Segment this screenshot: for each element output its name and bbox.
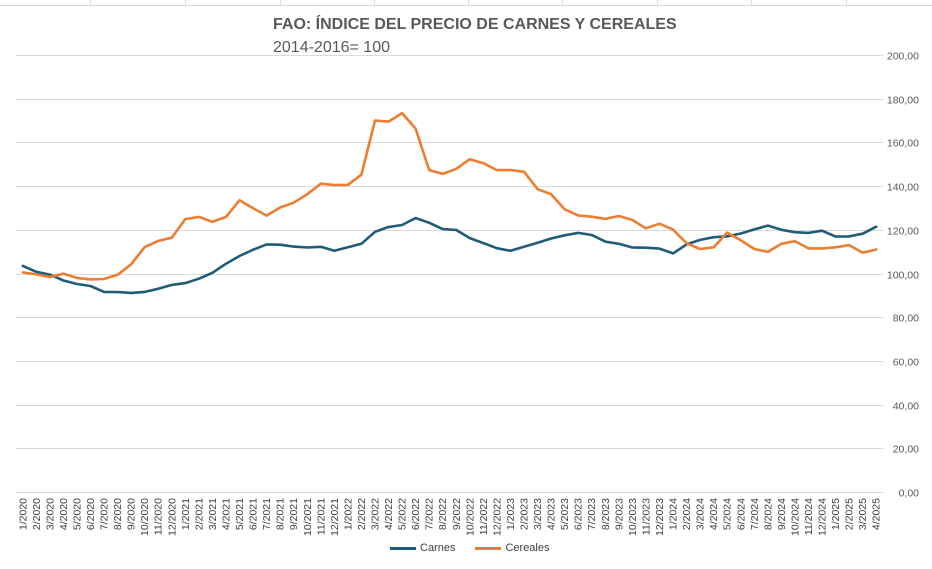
x-tick-label: 7/2020 (99, 498, 111, 530)
x-tick-label: 2/2022 (356, 498, 368, 530)
y-tick-label: 160,00 (887, 138, 919, 150)
x-tick-label: 12/2020 (166, 498, 178, 536)
x-tick-label: 3/2022 (369, 498, 381, 530)
series-line-cereales (21, 111, 878, 281)
x-tick-label: 1/2022 (342, 498, 354, 530)
x-tick-label: 2/2025 (844, 498, 856, 530)
y-tick-label: 200,00 (887, 51, 919, 63)
x-tick-label: 10/2020 (139, 498, 151, 536)
legend-item-carnes: Carnes (390, 542, 455, 554)
x-tick-label: 7/2022 (424, 498, 436, 530)
x-tick-label: 5/2021 (234, 498, 246, 530)
x-tick-label: 1/2025 (830, 498, 842, 530)
x-tick-label: 10/2023 (627, 498, 639, 536)
top-gridlines (0, 0, 932, 6)
x-tick-label: 8/2021 (275, 498, 287, 530)
x-tick-label: 5/2022 (397, 498, 409, 530)
x-tick-label: 1/2023 (505, 498, 517, 530)
x-tick-label: 3/2024 (695, 498, 707, 530)
x-tick-label: 3/2025 (857, 498, 869, 530)
x-tick-label: 12/2023 (654, 498, 666, 536)
x-axis-labels: 1/2020 2/2020 3/2020 4/2020 5/2020 6/2020 7/20… (17, 498, 882, 536)
x-tick-label: 8/2020 (112, 498, 124, 530)
series-line-carnes (21, 216, 878, 295)
x-tick-label: 1/2020 (17, 498, 29, 530)
y-tick-label: 100,00 (887, 270, 919, 282)
x-tick-label: 1/2021 (180, 498, 192, 530)
x-tick-label: 9/2022 (451, 498, 463, 530)
x-tick-label: 12/2021 (329, 498, 341, 536)
x-tick-label: 10/2022 (464, 498, 476, 536)
x-tick-label: 5/2023 (559, 498, 571, 530)
chart-legend: Carnes Cereales (390, 542, 550, 554)
chart-title: FAO: ÍNDICE DEL PRECIO DE CARNES Y CEREA… (273, 16, 677, 33)
x-tick-label: 9/2023 (613, 498, 625, 530)
y-tick-label: 80,00 (893, 313, 919, 325)
y-tick-label: 20,00 (893, 444, 919, 456)
x-tick-label: 6/2020 (85, 498, 97, 530)
x-tick-label: 1/2024 (668, 498, 680, 530)
x-tick-label: 2/2020 (31, 498, 43, 530)
x-tick-label: 6/2023 (573, 498, 585, 530)
x-tick-label: 2/2023 (519, 498, 531, 530)
x-tick-label: 11/2022 (478, 498, 490, 535)
y-tick-label: 0,00 (899, 488, 920, 500)
y-tick-label: 180,00 (887, 95, 919, 107)
x-tick-label: 4/2022 (383, 498, 395, 530)
legend-item-cereales: Cereales (475, 542, 550, 554)
x-tick-label: 4/2023 (546, 498, 558, 530)
x-tick-label: 11/2024 (803, 498, 815, 535)
legend-swatch-cereales (475, 546, 502, 550)
x-tick-label: 8/2023 (600, 498, 612, 530)
x-tick-label: 11/2020 (153, 498, 165, 535)
y-tick-label: 60,00 (893, 357, 919, 369)
x-tick-label: 9/2021 (288, 498, 300, 530)
x-tick-label: 7/2021 (261, 498, 273, 530)
x-tick-label: 4/2021 (220, 498, 232, 530)
x-tick-label: 7/2023 (586, 498, 598, 530)
x-tick-label: 12/2024 (817, 498, 829, 536)
x-tick-label: 11/2023 (640, 498, 652, 535)
x-tick-label: 10/2024 (789, 498, 801, 536)
x-tick-label: 7/2024 (749, 498, 761, 530)
legend-swatch-carnes (390, 546, 416, 550)
gridlines (16, 55, 883, 493)
x-tick-label: 5/2024 (722, 498, 734, 530)
legend-label-carnes: Carnes (420, 542, 456, 554)
x-tick-label: 5/2020 (71, 498, 83, 530)
x-tick-label: 3/2021 (207, 498, 219, 530)
x-tick-label: 6/2024 (735, 498, 747, 530)
y-tick-label: 140,00 (887, 182, 919, 194)
x-tick-label: 9/2024 (776, 498, 788, 530)
chart-subtitle: 2014-2016= 100 (273, 39, 390, 56)
x-tick-label: 3/2023 (532, 498, 544, 530)
x-tick-label: 10/2021 (302, 498, 314, 536)
x-tick-label: 6/2021 (248, 498, 260, 530)
x-tick-label: 8/2024 (762, 498, 774, 530)
x-tick-label: 2/2021 (193, 498, 205, 530)
legend-label-cereales: Cereales (505, 542, 550, 554)
y-tick-label: 40,00 (893, 401, 919, 413)
x-tick-label: 4/2020 (58, 498, 70, 530)
x-tick-label: 8/2022 (437, 498, 449, 530)
x-tick-label: 4/2024 (708, 498, 720, 530)
x-tick-label: 11/2021 (315, 498, 327, 535)
x-tick-label: 6/2022 (410, 498, 422, 530)
x-tick-label: 12/2022 (491, 498, 503, 536)
x-tick-label: 4/2025 (871, 498, 883, 530)
x-tick-label: 9/2020 (126, 498, 138, 530)
y-tick-label: 120,00 (887, 226, 919, 238)
x-tick-label: 3/2020 (44, 498, 56, 530)
x-tick-label: 2/2024 (681, 498, 693, 530)
